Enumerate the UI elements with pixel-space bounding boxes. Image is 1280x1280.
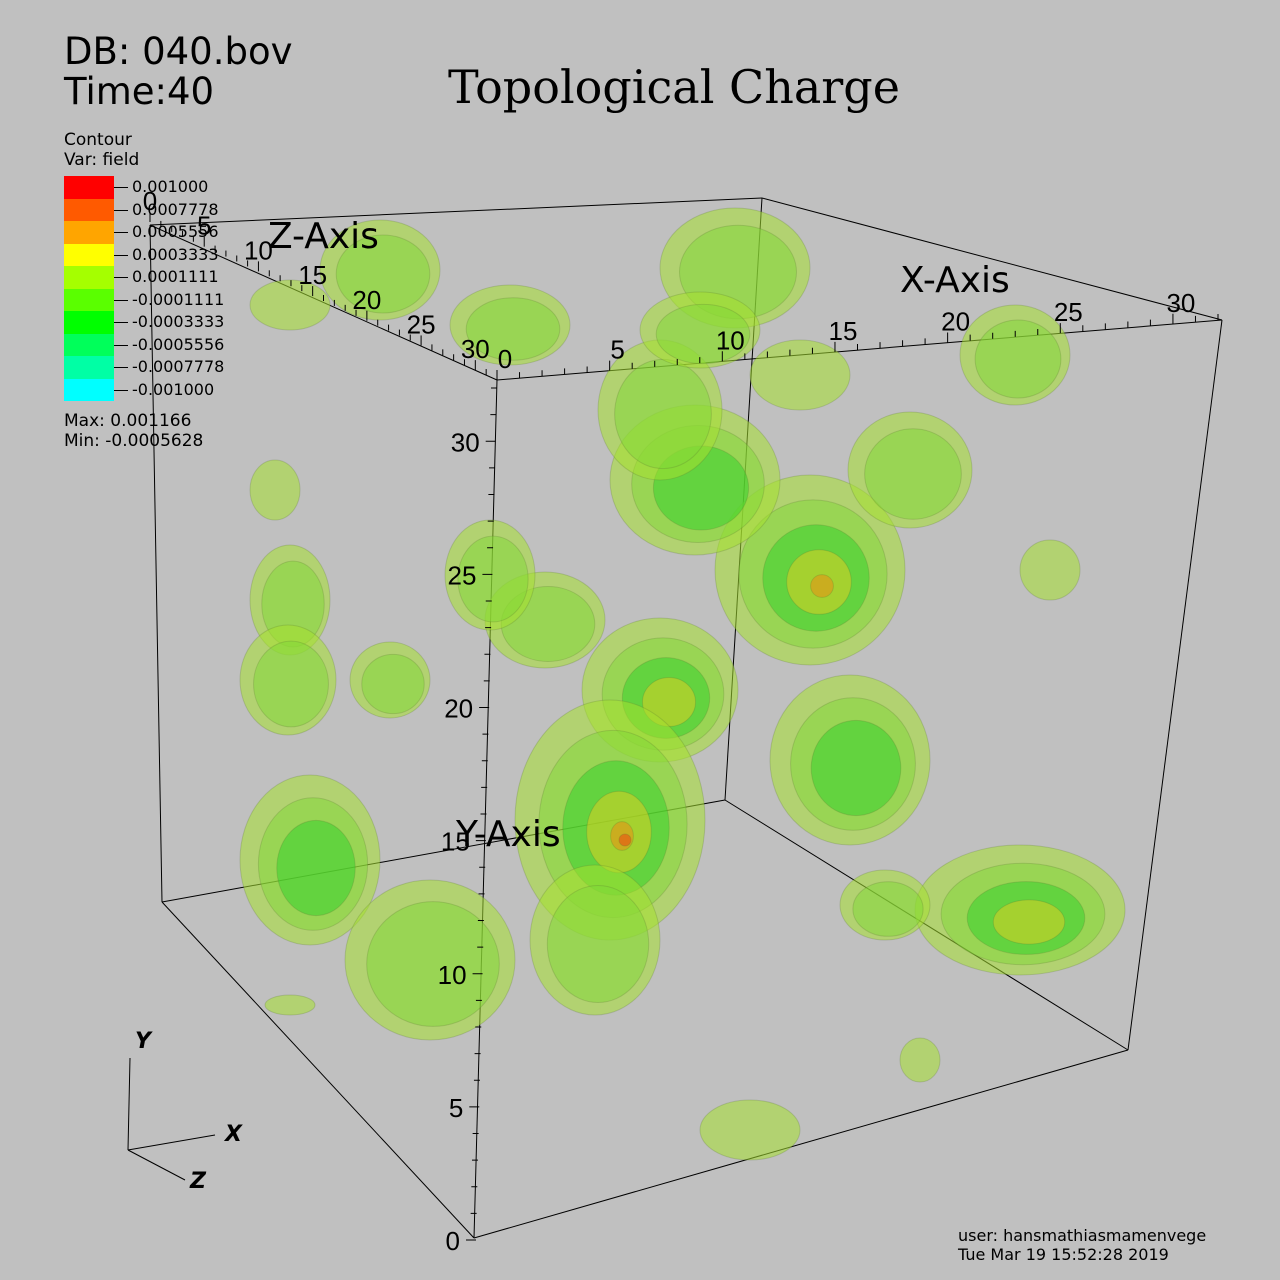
- triad-label: X: [223, 1122, 243, 1147]
- tick-label: 0: [446, 1226, 460, 1256]
- tick-label: 10: [716, 325, 745, 355]
- plot-title: Topological Charge: [448, 60, 900, 114]
- legend-swatch: [64, 333, 114, 356]
- legend-variable: Var: field: [64, 150, 140, 170]
- triad-label: Z: [189, 1169, 207, 1194]
- time-step: Time:40: [64, 70, 215, 113]
- tick-label: 20: [941, 307, 970, 337]
- date-label: Tue Mar 19 15:52:28 2019: [958, 1245, 1169, 1264]
- isosurface: [457, 535, 529, 623]
- legend-colorbar: [64, 176, 114, 401]
- isosurface: [249, 279, 331, 331]
- triad-z-line: [127, 1149, 186, 1181]
- tick-label: 15: [441, 827, 470, 857]
- legend-label: 0.001000: [114, 176, 224, 199]
- isosurface: [614, 358, 712, 470]
- y-axis-label: Y-Axis: [455, 814, 561, 855]
- isosurface: [655, 303, 751, 365]
- cube-edge: [161, 901, 475, 1239]
- isosurface: [810, 719, 902, 817]
- database-info: DB: 040.bov Time:40: [64, 32, 293, 112]
- tick-label: 25: [447, 560, 476, 590]
- legend-extrema: Max: 0.001166 Min: -0.0005628: [64, 411, 203, 451]
- legend-swatch: [64, 176, 114, 199]
- tick-label: 15: [298, 260, 327, 290]
- tick-label: 30: [1166, 288, 1195, 318]
- legend-label: 0.0001111: [114, 266, 224, 289]
- isosurface: [974, 319, 1062, 399]
- user-label: user: hansmathiasmamenvege: [958, 1226, 1207, 1245]
- cube-edge: [149, 224, 163, 903]
- legend-max: Max: 0.001166: [64, 411, 192, 431]
- legend-heading: Contour Var: field: [64, 130, 139, 170]
- triad-x-line: [127, 1134, 216, 1151]
- isosurface: [810, 574, 834, 598]
- isosurface: [366, 901, 500, 1027]
- isosurface: [249, 459, 301, 521]
- tick-label: 25: [407, 309, 436, 339]
- legend-plot-type: Contour: [64, 130, 132, 150]
- tick-label: 30: [461, 334, 490, 364]
- legend-min: Min: -0.0005628: [64, 431, 204, 451]
- z-axis-label: Z-Axis: [268, 216, 379, 257]
- tick-label: 5: [610, 335, 624, 365]
- legend-swatch: [64, 243, 114, 266]
- isosurface: [361, 653, 425, 715]
- isosurface: [699, 1099, 801, 1161]
- legend-label: -0.0003333: [114, 311, 224, 334]
- triad-y-line: [127, 1057, 131, 1151]
- isosurface: [618, 833, 632, 847]
- db-name: DB: 040.bov: [64, 30, 293, 73]
- legend-label: -0.0005556: [114, 334, 224, 357]
- legend-label: 0.0003333: [114, 244, 224, 267]
- legend-label: -0.0001111: [114, 289, 224, 312]
- legend-swatch: [64, 221, 114, 244]
- isosurface: [276, 819, 356, 917]
- cube-edge: [149, 197, 763, 226]
- isosurface: [335, 234, 431, 314]
- tick-label: 30: [451, 427, 480, 457]
- legend-labels: 0.001000 0.0007778 0.0005556 0.0003333 0.000…: [114, 176, 224, 401]
- tick-label: 5: [449, 1093, 463, 1123]
- legend-label: -0.0007778: [114, 356, 224, 379]
- isosurface: [864, 428, 962, 520]
- tick-label: 20: [444, 694, 473, 724]
- isosurface: [992, 899, 1066, 945]
- tick-label: 15: [829, 316, 858, 346]
- cube-edge: [1127, 319, 1223, 1051]
- footer-info: user: hansmathiasmamenvege Tue Mar 19 15…: [958, 1226, 1206, 1264]
- legend-swatch: [64, 356, 114, 379]
- legend-label: 0.0007778: [114, 199, 224, 222]
- isosurface: [899, 1037, 941, 1083]
- tick-label: 10: [244, 235, 273, 265]
- isosurface: [852, 881, 924, 937]
- isosurface: [253, 640, 329, 728]
- legend-swatch: [64, 378, 114, 401]
- legend-swatch: [64, 266, 114, 289]
- x-axis-label: X-Axis: [900, 260, 1010, 301]
- cube-edge: [496, 319, 1223, 381]
- legend-swatch: [64, 198, 114, 221]
- isosurface: [264, 994, 316, 1016]
- isosurface: [546, 885, 650, 1003]
- cube-edge: [761, 197, 1223, 321]
- tick-label: 0: [143, 186, 157, 216]
- isosurface: [465, 297, 561, 361]
- tick-label: 0: [498, 344, 512, 374]
- tick-label: 5: [197, 211, 211, 241]
- legend-swatch: [64, 288, 114, 311]
- cube-edge: [473, 1049, 1129, 1239]
- isosurface: [749, 339, 851, 411]
- isosurface: [1019, 539, 1081, 601]
- legend-swatch: [64, 311, 114, 334]
- tick-label: 25: [1054, 297, 1083, 327]
- cube-edge: [473, 379, 498, 1239]
- tick-label: 10: [438, 960, 467, 990]
- triad-label: Y: [135, 1029, 153, 1054]
- tick-label: 20: [352, 285, 381, 315]
